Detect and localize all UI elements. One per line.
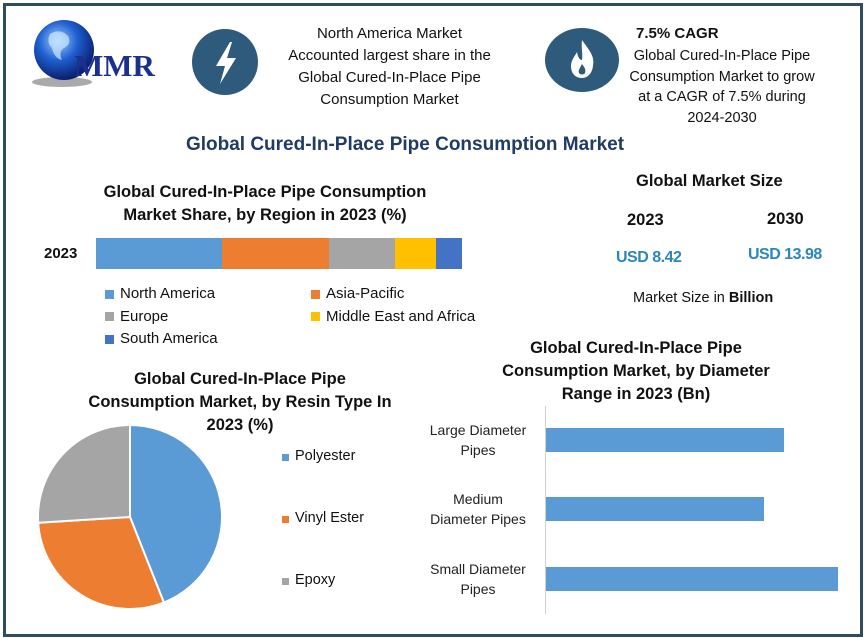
resin-chart-title-line: 2023 (%) [206,416,274,434]
region-stacked-bar [96,238,462,269]
flame-icon [545,28,619,92]
legend-item: Polyester [282,448,364,510]
pie-slice [129,423,223,604]
highlight1-line: Consumption Market [320,91,459,108]
globe-icon [32,20,94,87]
diameter-bar [546,497,764,521]
market-size-unit: Billion [728,290,774,306]
legend-item: Middle East and Africa [311,306,505,329]
resin-legend: Polyester Vinyl Ester Epoxy [282,448,364,634]
highlight2-line: 2024-2030 [687,109,757,126]
cagr-heading: 7.5% CAGR [636,25,719,42]
region-bar-segment [221,238,329,269]
category-label-line: Small Diameter [430,561,526,577]
legend-swatch [105,289,114,299]
diameter-chart-title-line: Range in 2023 (Bn) [561,385,711,403]
mmr-logo: MMR [22,12,172,92]
category-label-line: Medium [453,491,503,507]
resin-chart-title-line: Global Cured-In-Place Pipe [134,370,346,388]
diameter-category-label: Medium Diameter Pipes [418,489,538,529]
category-label-line: Diameter Pipes [430,511,526,527]
resin-chart-title-line: Consumption Market, by Resin Type In [88,393,392,411]
region-chart-title: Global Cured-In-Place Pipe Consumption M… [70,181,460,227]
highlight1-line: North America Market [316,25,463,42]
resin-pie-chart [37,423,223,610]
highlight2-line: Consumption Market to grow [629,68,815,85]
legend-swatch [311,289,320,299]
market-size-note: Market Size in Billion [633,290,773,306]
diameter-chart-title-line: Global Cured-In-Place Pipe [530,339,742,357]
legend-label: South America [120,330,218,347]
legend-label: Middle East and Africa [326,307,476,325]
highlight1-line: Accounted largest share in the [288,47,491,64]
legend-swatch [311,312,320,322]
legend-label: North America [120,285,216,302]
diameter-category-label: Large Diameter Pipes [418,420,538,460]
legend-swatch [105,334,114,344]
category-label-line: Pipes [460,442,496,458]
highlight1-line: Global Cured-In-Place Pipe [298,69,481,86]
market-size-title: Global Market Size [636,172,783,190]
region-chart-title-line: Global Cured-In-Place Pipe Consumption [103,183,427,201]
logo-text: MMR [74,48,155,83]
category-label-line: Large Diameter [429,422,527,438]
legend-item: Asia-Pacific [311,283,505,306]
legend-label: Epoxy [295,572,336,588]
diameter-bar [546,567,839,591]
region-bar-segment [395,238,437,269]
highlight-north-america: North America Market Accounted largest s… [262,23,517,111]
market-size-value-2030: USD 13.98 [748,246,822,263]
legend-label: Polyester [295,448,356,464]
legend-label: Europe [120,307,169,325]
diameter-axis-line [545,406,546,614]
legend-item: Epoxy [282,572,364,634]
legend-swatch [282,516,289,523]
region-legend: North America Asia-Pacific Europe Middle Ea… [105,283,505,351]
resin-chart-title: Global Cured-In-Place Pipe Consumption M… [65,368,415,437]
market-size-note-text: Market Size in [633,290,729,306]
pie-slice [37,423,131,524]
category-label-line: Pipes [460,581,496,597]
legend-swatch [282,454,289,461]
lightning-bolt-icon [192,29,258,95]
legend-item: Europe [105,306,311,329]
market-size-year-2030: 2030 [767,210,804,228]
legend-swatch [105,312,114,322]
infographic-frame [3,3,863,637]
diameter-bar [546,428,785,452]
diameter-category-label: Small Diameter Pipes [418,559,538,599]
market-size-value-2023: USD 8.42 [616,249,682,266]
region-bar-segment [436,238,462,269]
region-bar-segment [96,238,222,269]
main-title: Global Cured-In-Place Pipe Consumption M… [185,134,625,155]
highlight2-line: Global Cured-In-Place Pipe [633,48,811,64]
legend-item: Vinyl Ester [282,510,364,572]
legend-label: Asia-Pacific [326,285,405,302]
pie-slice [37,515,166,610]
legend-item: North America [105,283,311,306]
market-size-year-2023: 2023 [627,211,664,229]
diameter-chart-title-line: Consumption Market, by Diameter [502,362,770,380]
region-category-label: 2023 [44,245,78,262]
highlight2-line: at a CAGR of 7.5% during [638,89,806,105]
legend-item: South America [105,328,311,351]
highlight-cagr: Global Cured-In-Place Pipe Consumption M… [612,46,832,128]
legend-label: Vinyl Ester [295,510,365,526]
region-chart-title-line: Market Share, by Region in 2023 (%) [123,206,407,224]
region-bar-segment [328,238,396,269]
legend-swatch [282,578,289,585]
diameter-chart-title: Global Cured-In-Place Pipe Consumption M… [476,337,796,406]
